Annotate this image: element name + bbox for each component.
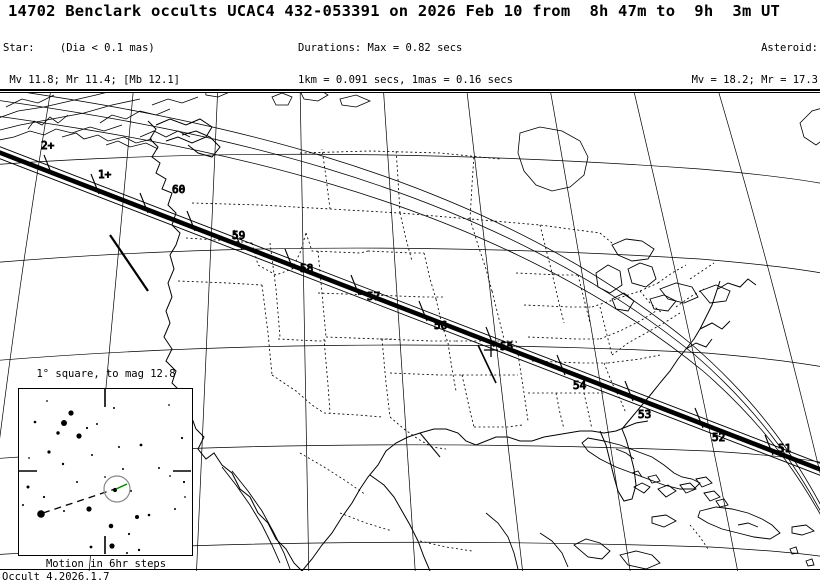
coastline-florida bbox=[599, 428, 637, 502]
field-star bbox=[22, 504, 24, 506]
arctic-islands bbox=[205, 93, 372, 108]
field-star bbox=[33, 420, 37, 424]
field-star bbox=[174, 508, 176, 510]
field-star bbox=[147, 513, 151, 517]
event-line-1: Durations: Max = 0.82 secs bbox=[298, 42, 463, 55]
field-star bbox=[37, 510, 45, 518]
field-star bbox=[96, 423, 98, 425]
inset-crosshair-ticks bbox=[19, 389, 191, 554]
app-version: Occult 4.2026.1.7 bbox=[2, 571, 110, 583]
field-star bbox=[76, 433, 82, 439]
coastline-northwest bbox=[0, 93, 199, 150]
coastline-caribbean bbox=[485, 437, 815, 570]
track-time-label: 1+ bbox=[98, 168, 112, 181]
coastline-west bbox=[147, 118, 303, 571]
track-time-label: 58 bbox=[300, 262, 313, 275]
field-star bbox=[28, 457, 30, 459]
field-star bbox=[168, 404, 170, 406]
asteroid-line-1: Asteroid: bbox=[761, 42, 818, 55]
motion-vector bbox=[115, 483, 128, 490]
field-star bbox=[91, 454, 93, 456]
coastline-baja bbox=[221, 466, 291, 570]
track-time-ticks bbox=[43, 154, 774, 456]
page-title: 14702 Benclark occults UCAC4 432-053391 … bbox=[8, 2, 781, 20]
coastline-hudson-bay bbox=[517, 126, 589, 192]
field-star bbox=[158, 467, 160, 469]
field-star bbox=[127, 532, 131, 536]
field-star bbox=[47, 450, 51, 454]
header-divider-thin bbox=[0, 92, 820, 93]
track-time-label: 60 bbox=[172, 183, 185, 196]
asteroid-line-2: Mv = 18.2; Mr = 17.3 bbox=[691, 73, 818, 86]
field-star bbox=[126, 552, 128, 554]
asteroid-motion-path bbox=[42, 488, 116, 514]
track-time-label: 52 bbox=[712, 431, 725, 444]
field-star bbox=[180, 436, 184, 440]
field-star bbox=[184, 496, 186, 498]
target-star-circle bbox=[103, 475, 131, 503]
coastline-greenland bbox=[799, 108, 820, 146]
event-line-2: 1km = 0.091 secs, 1mas = 0.16 secs bbox=[298, 73, 513, 86]
field-star bbox=[104, 476, 106, 478]
mexico-borders bbox=[299, 452, 709, 552]
track-time-label: 59 bbox=[232, 229, 245, 242]
field-star bbox=[61, 462, 65, 466]
inset-footer: Motion in 6hr steps bbox=[45, 558, 167, 570]
field-star bbox=[86, 506, 92, 512]
field-star bbox=[113, 407, 115, 409]
field-star bbox=[26, 485, 30, 489]
coastline-gulf bbox=[301, 420, 649, 571]
field-star bbox=[122, 468, 124, 470]
track-time-label: 51 bbox=[778, 442, 791, 455]
track-time-label: 57 bbox=[367, 290, 380, 303]
track-terminator-bar-2 bbox=[477, 344, 497, 384]
field-star bbox=[61, 420, 67, 426]
track-terminator-bar bbox=[109, 234, 149, 292]
field-star bbox=[109, 543, 115, 549]
field-star bbox=[46, 400, 48, 402]
field-star bbox=[76, 481, 78, 483]
field-star bbox=[169, 475, 171, 477]
field-star bbox=[63, 510, 65, 512]
header-panel: 14702 Benclark occults UCAC4 432-053391 … bbox=[0, 0, 820, 244]
star-field-inset[interactable] bbox=[18, 388, 193, 556]
star-line-2: Mv 11.8; Mr 11.4; [Mb 12.1] bbox=[3, 73, 181, 86]
track-time-label: 56 bbox=[434, 319, 447, 332]
inset-title: 1° square, to mag 12.8 bbox=[36, 368, 176, 380]
great-lakes bbox=[595, 238, 731, 312]
inset-stars bbox=[22, 400, 186, 554]
field-star bbox=[182, 480, 186, 484]
state-borders bbox=[177, 148, 715, 450]
field-star bbox=[42, 495, 46, 499]
star-line-1: Star: (Dia < 0.1 mas) bbox=[3, 42, 155, 55]
occultation-track bbox=[0, 146, 820, 476]
field-star bbox=[135, 515, 139, 519]
track-center-cross bbox=[484, 343, 498, 357]
field-star bbox=[56, 431, 60, 435]
field-star bbox=[118, 446, 120, 448]
header-divider bbox=[0, 89, 820, 91]
track-time-label: 53 bbox=[638, 408, 651, 421]
field-star bbox=[137, 548, 141, 552]
track-time-labels: 2+ 1+ 60 59 58 57 56 55 54 53 52 51 bbox=[41, 139, 792, 456]
footer-divider bbox=[0, 569, 820, 570]
field-star bbox=[108, 523, 114, 529]
field-star bbox=[139, 443, 143, 447]
field-star bbox=[68, 410, 74, 416]
field-star bbox=[85, 426, 89, 430]
track-time-label: 55 bbox=[500, 340, 513, 353]
track-time-label: 2+ bbox=[41, 139, 55, 152]
field-star bbox=[89, 545, 93, 549]
track-time-label: 54 bbox=[573, 379, 587, 392]
